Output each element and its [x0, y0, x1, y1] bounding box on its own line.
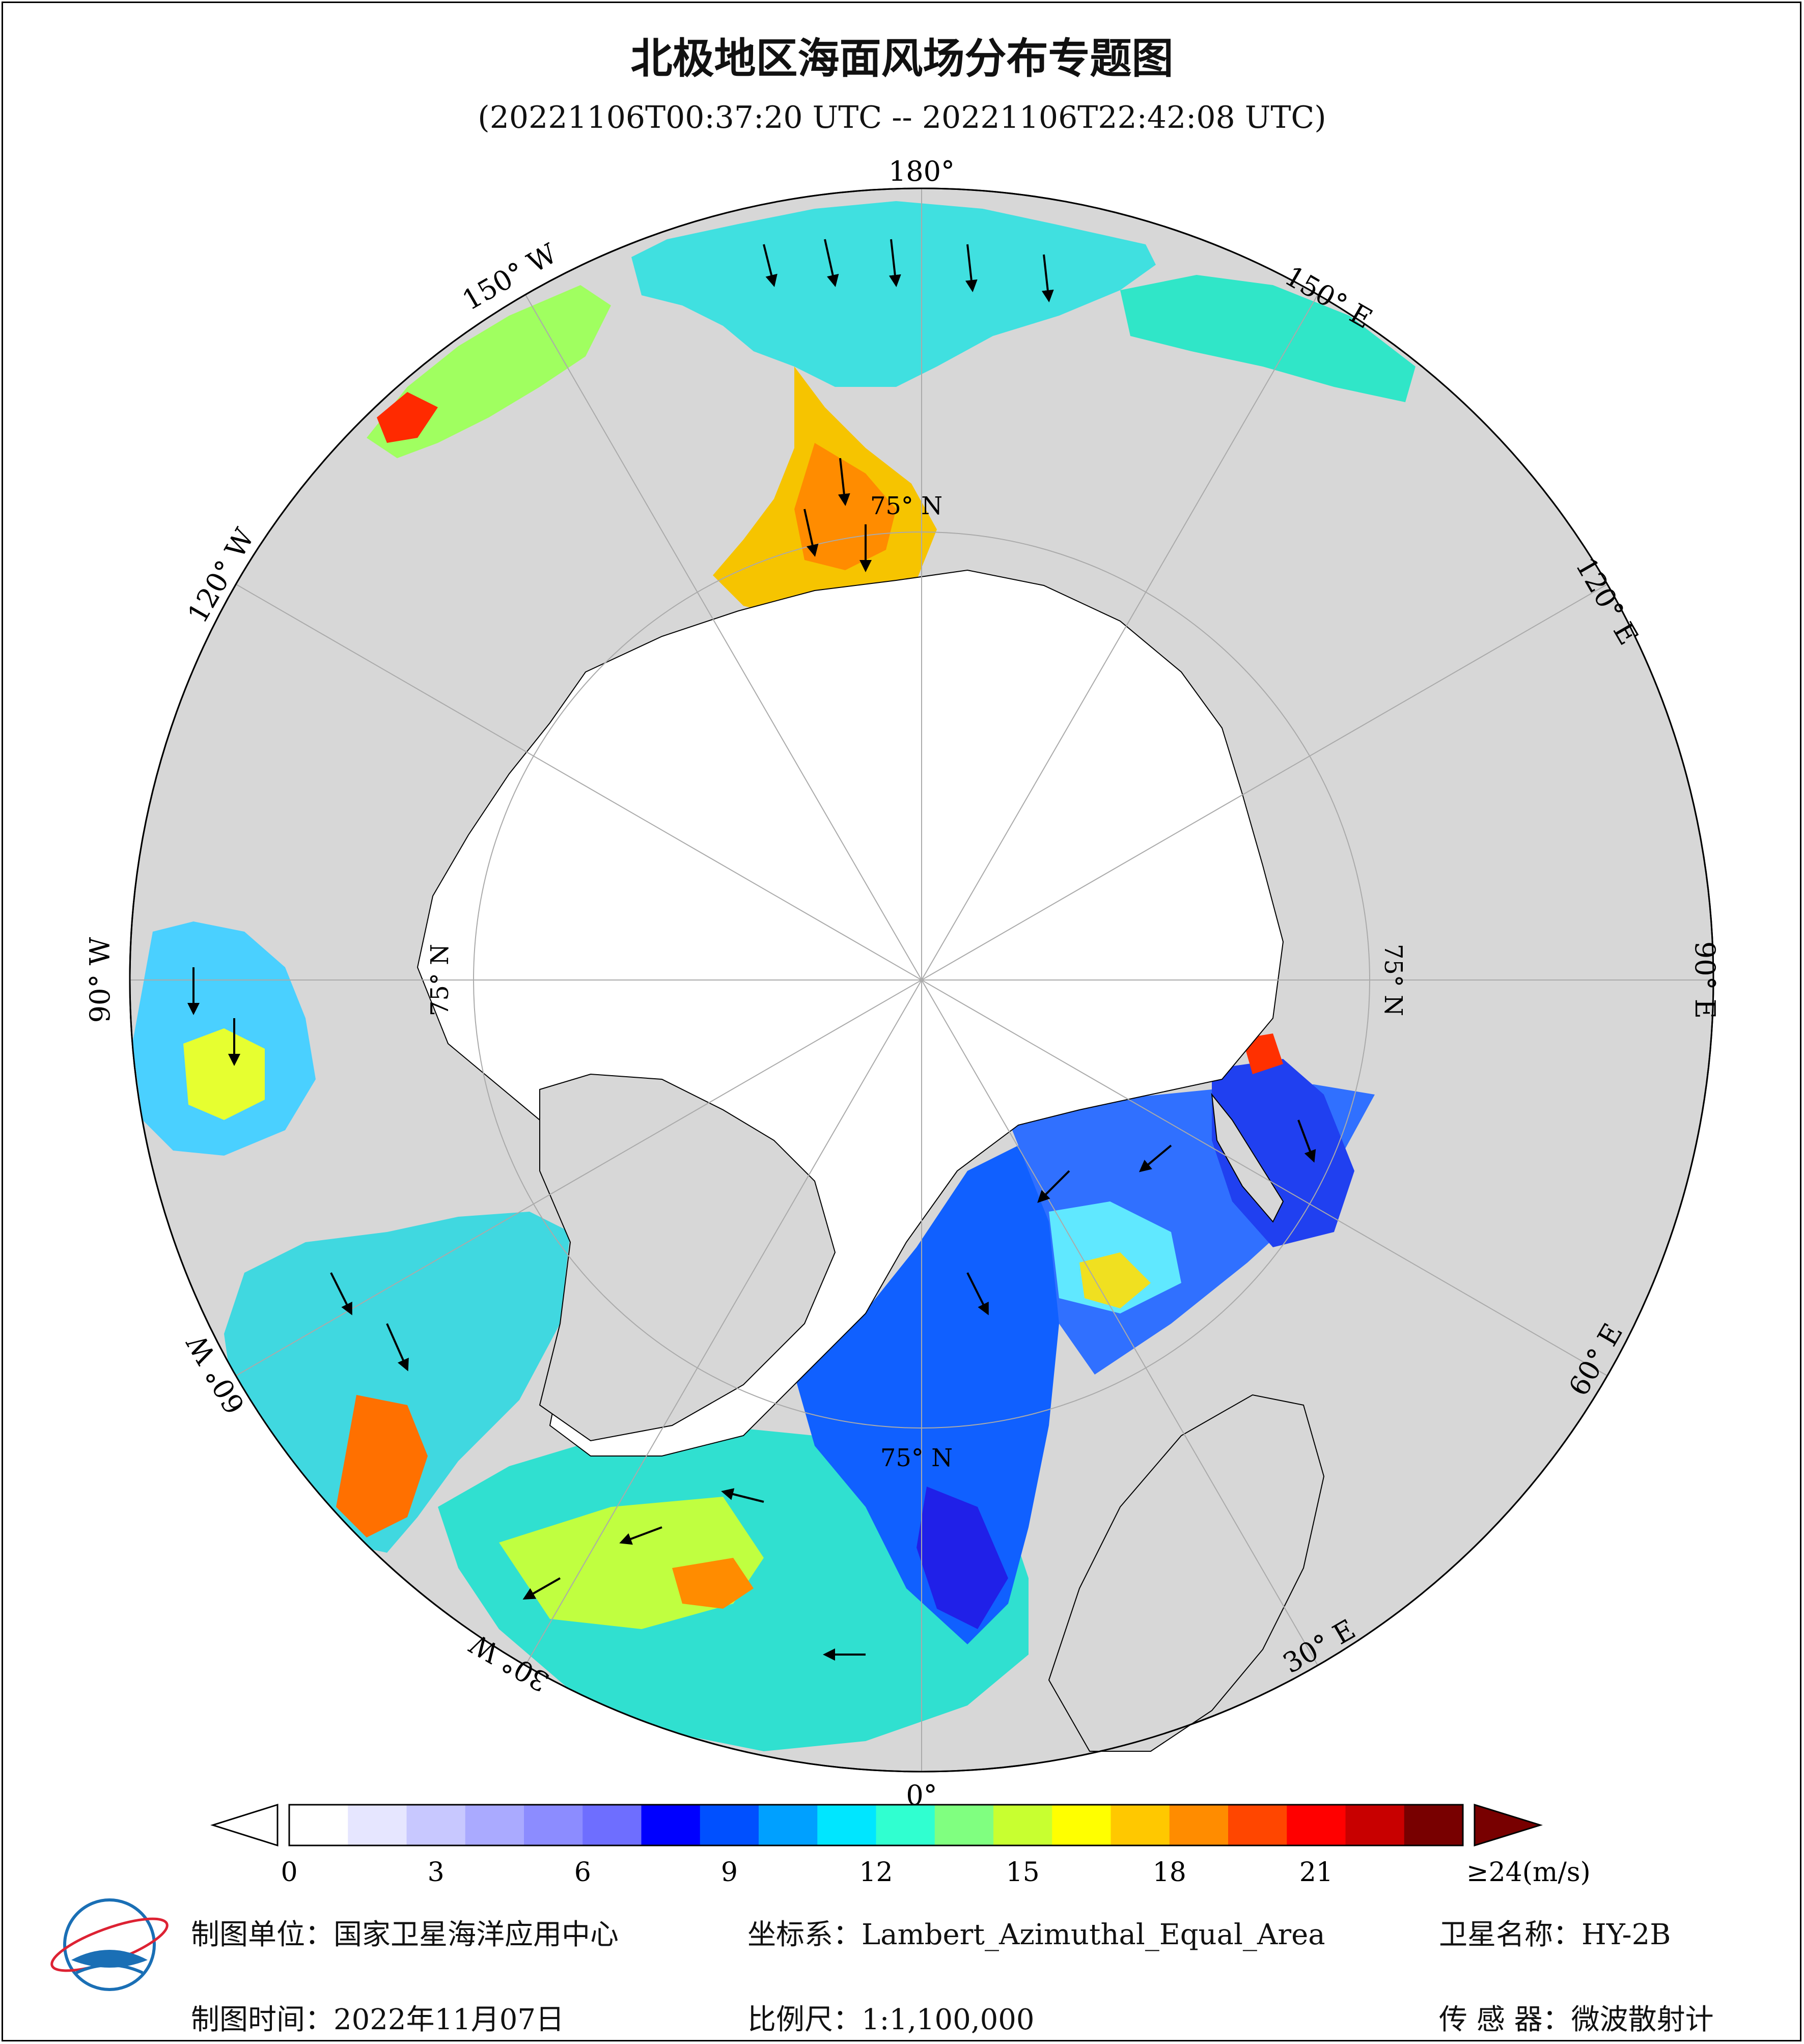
map-title: 北极地区海面风场分布专题图 — [630, 35, 1174, 83]
colorbar-cell — [934, 1805, 994, 1845]
colorbar-cell — [348, 1805, 407, 1845]
colorbar-min-arrow — [210, 1803, 279, 1847]
lon-label-180: 180° — [889, 155, 955, 187]
colorbar-tick-label: 6 — [574, 1857, 591, 1888]
colorbar-cell — [1111, 1805, 1170, 1845]
colorbar-cell — [1404, 1805, 1463, 1845]
lat-label-west: 75° N — [426, 944, 454, 1016]
wind-field-kara-hot — [1242, 1033, 1283, 1074]
colorbar-tick-label: 18 — [1153, 1857, 1186, 1888]
colorbar-cell — [524, 1805, 584, 1845]
lat-label-east: 75° N — [1379, 944, 1407, 1016]
wind-field-east-siberian — [1120, 275, 1416, 402]
wind-field-iceland-hot — [672, 1558, 754, 1609]
wind-field-labrador — [224, 1212, 570, 1553]
footer-satellite: 卫星名称：HY-2B — [1439, 1918, 1671, 1951]
wind-vectors — [187, 239, 1316, 1661]
colorbar-tick-label: 21 — [1299, 1857, 1333, 1888]
colorbar-tick-label: 15 — [1006, 1857, 1040, 1888]
footer-date: 制图时间：2022年11月07日 — [191, 2003, 565, 2036]
footer-scale: 比例尺：1:1,100,000 — [747, 2003, 1035, 2036]
colorbar-cell — [1345, 1805, 1405, 1845]
lat-label-north: 75° N — [870, 492, 942, 520]
wind-field-fram-core — [917, 1487, 1008, 1629]
colorbar-cell — [993, 1805, 1053, 1845]
colorbar-max-label: ≥24(m/s) — [1466, 1857, 1591, 1888]
colorbar-max-arrow — [1474, 1803, 1543, 1847]
colorbar-cell — [817, 1805, 877, 1845]
footer-coordinate-system: 坐标系：Lambert_Azimuthal_Equal_Area — [747, 1918, 1325, 1951]
colorbar-tick-label: 12 — [859, 1857, 893, 1888]
colorbar-ticks: 0 3 6 9 12 15 18 21 — [281, 1857, 1333, 1888]
scandinavia-landmass — [1048, 1394, 1325, 1752]
colorbar-cell — [1052, 1805, 1112, 1845]
wind-field-barents-yellow — [1079, 1252, 1151, 1308]
colorbar-tick-label: 3 — [428, 1857, 445, 1888]
footer-unit: 制图单位：国家卫星海洋应用中心 — [191, 1918, 619, 1951]
colorbar-tick-label: 0 — [281, 1857, 297, 1888]
graticule — [130, 188, 1713, 1772]
lon-label-90w: 90° W — [84, 937, 116, 1023]
colorbar-cell — [406, 1805, 466, 1845]
wind-field-bering — [631, 201, 1156, 387]
colorbar-cell — [465, 1805, 524, 1845]
lon-label-90e: 90° E — [1689, 941, 1721, 1019]
wind-field-labrador-hot — [336, 1395, 428, 1537]
lat-label-south: 75° N — [880, 1444, 953, 1472]
map-time-range: (20221106T00:37:20 UTC -- 20221106T22:42… — [478, 100, 1326, 135]
colorbar-tick-label: 9 — [721, 1857, 738, 1888]
novaya-zemlya — [1211, 1093, 1284, 1223]
wind-field-hudson-core — [183, 1028, 265, 1120]
wind-field-greenland-sea — [794, 1145, 1059, 1644]
wind-field-kara — [1212, 1059, 1354, 1247]
wind-field-chukchi-core — [794, 443, 896, 570]
colorbar-cell — [876, 1805, 935, 1845]
colorbar-cell — [1228, 1805, 1288, 1845]
footer-sensor: 传 感 器：微波散射计 — [1439, 2003, 1714, 2036]
colorbar-cell — [700, 1805, 759, 1845]
colorbar-cell — [289, 1805, 349, 1845]
colorbar-cell — [759, 1805, 818, 1845]
colorbar-outline — [288, 1804, 1464, 1846]
colorbar-cell — [641, 1805, 701, 1845]
colorbar-cell — [1169, 1805, 1229, 1845]
colorbar: 0 3 6 9 12 15 18 21 ≥24(m/s) — [210, 1803, 1591, 1888]
colorbar-cell — [582, 1805, 642, 1845]
agency-logo-icon — [50, 1898, 169, 1991]
greenland-landmass — [539, 1073, 836, 1442]
colorbar-cell — [1287, 1805, 1346, 1845]
colorbar-cells — [289, 1805, 1463, 1845]
wind-field-gulf-alaska-hot — [377, 392, 438, 443]
